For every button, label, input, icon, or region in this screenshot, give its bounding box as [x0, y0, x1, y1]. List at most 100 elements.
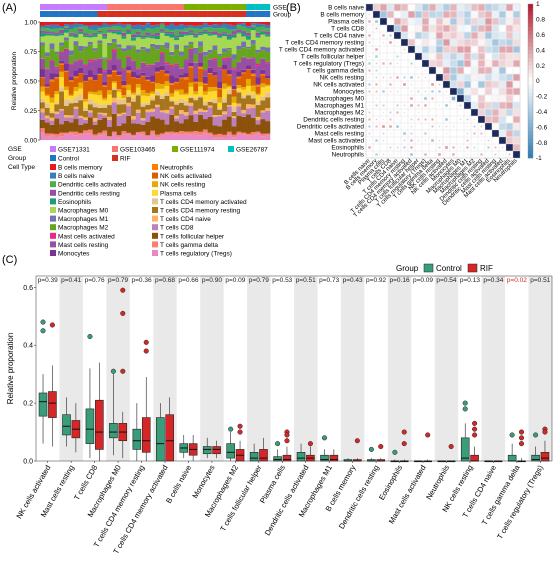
stack-segment-Mast cells activated: [159, 52, 165, 55]
stack-segment-B cells memory: [102, 22, 108, 24]
stack-segment-Eosinophils: [222, 33, 228, 37]
heatmap-cell-upper: [506, 95, 513, 102]
stack-segment-T cells gamma delta: [111, 131, 117, 134]
stack-segment-T cells regulatory (Tregs): [183, 133, 189, 140]
stack-segment-B cells naive: [183, 25, 189, 29]
p-value-Eosinophils: p=0.16: [390, 277, 410, 284]
stack-segment-Mast cells resting: [73, 61, 79, 71]
stack-segment-T cells CD4 memory resting: [107, 105, 113, 117]
heatmap-cell-upper: [450, 39, 457, 46]
stack-segment-T cells CD4 memory activated: [83, 107, 89, 111]
heatmap-cell-lower: [397, 140, 398, 141]
heatmap-cell-upper: [513, 18, 520, 25]
stack-segment-Monocytes: [231, 85, 237, 90]
stack-segment-Eosinophils: [83, 35, 89, 38]
stack-segment-T cells follicular helper: [265, 121, 271, 134]
heatmap-cell-upper: [443, 60, 450, 67]
stack-segment-B cells naive: [59, 26, 65, 29]
heatmap-cell-lower: [453, 140, 454, 141]
heatmap-cell-lower: [425, 84, 426, 85]
stack-segment-NK cells activated: [131, 77, 137, 93]
stack-segment-Neutrophils: [241, 72, 247, 74]
stack-segment-Monocytes: [59, 60, 65, 64]
stack-segment-NK cells resting: [250, 85, 256, 92]
stack-segment-Mast cells resting: [260, 58, 266, 70]
heatmap-cell-upper: [513, 81, 520, 88]
stack-segment-Macrophages M2: [40, 45, 46, 59]
stack-segment-Macrophages M1: [226, 47, 232, 50]
stack-segment-Plasma cells: [140, 95, 146, 104]
box-control-T cells gamma delta: [507, 432, 517, 462]
heatmap-cell-upper: [429, 11, 436, 18]
stack-segment-Dendritic cells activated: [174, 29, 180, 36]
stack-segment-T cells CD4 naive: [169, 106, 175, 109]
stack-segment-Macrophages M2: [155, 49, 161, 62]
stack-segment-Plasma cells: [246, 86, 252, 94]
stack-segment-B cells naive: [54, 24, 60, 29]
stack-segment-Macrophages M0: [178, 36, 184, 52]
heatmap-cell-upper: [492, 81, 499, 88]
track-cell-RIF: [150, 11, 156, 17]
stack-segment-Dendritic cells resting: [121, 32, 127, 37]
colorbar-tick-label: -0.6: [536, 124, 548, 131]
stripe: [340, 276, 365, 461]
stack-segment-Dendritic cells activated: [250, 25, 256, 27]
heatmap-cell-lower: [438, 139, 441, 142]
stack-segment-T cells regulatory (Tregs): [231, 137, 237, 140]
outlier-point: [307, 441, 313, 447]
stack-segment-Eosinophils: [217, 35, 223, 38]
plot-frame-c: [35, 275, 553, 462]
legend-swatch-Macrophages M2: [50, 224, 56, 231]
outlier-point: [509, 432, 515, 438]
x-tick-label-c: Dendritic cells activated: [263, 464, 311, 538]
legend-label-T cells follicular helper: T cells follicular helper: [160, 233, 225, 240]
stack-segment-Dendritic cells activated: [131, 29, 137, 35]
stack-segment-Macrophages M1: [87, 41, 93, 45]
stack-segment-Monocytes: [188, 62, 194, 67]
heatmap-cell-upper: [499, 130, 506, 137]
heatmap-row-label: T cells CD4 memory activated: [279, 46, 365, 53]
stack-segment-T cells CD8: [207, 107, 213, 118]
stack-segment-B cells memory: [250, 22, 256, 24]
stack-segment-T cells follicular helper: [121, 123, 127, 132]
heatmap-cell-lower: [368, 34, 371, 37]
heatmap-cell-lower: [368, 125, 371, 128]
heatmap-cell-lower: [368, 104, 371, 107]
heatmap-cell-lower: [502, 154, 503, 155]
stack-segment-Dendritic cells resting: [126, 29, 132, 32]
stack-segment-Eosinophils: [174, 37, 180, 41]
legend-row-group: Group: [8, 155, 26, 162]
stack-segment-T cells gamma delta: [222, 134, 228, 138]
stack-segment-T cells follicular helper: [87, 117, 93, 130]
stack-segment-NK cells activated: [159, 70, 165, 85]
stack-segment-T cells CD4 memory activated: [178, 98, 184, 103]
heatmap-cell-upper: [422, 4, 429, 11]
stack-segment-T cells CD4 memory resting: [241, 98, 247, 110]
box-control-NK cells activated: [38, 319, 48, 444]
stack-segment-Eosinophils: [188, 32, 194, 36]
stack-segment-Neutrophils: [126, 70, 132, 73]
stack-segment-Eosinophils: [54, 34, 60, 36]
stack-segment-Mast cells resting: [226, 58, 232, 70]
colorbar-step: [528, 92, 533, 97]
stack-segment-Macrophages M2: [246, 48, 252, 59]
stack-segment-Eosinophils: [231, 34, 237, 38]
box-rif-Mast cells activated: [423, 432, 432, 463]
stack-segment-NK cells resting: [111, 81, 117, 83]
stack-segment-B cells memory: [241, 22, 247, 24]
stack-segment-Macrophages M2: [241, 47, 247, 57]
stack-segment-NK cells activated: [260, 75, 266, 84]
track-cell-GSE103465: [107, 4, 113, 10]
stack-segment-T cells CD4 memory resting: [102, 107, 108, 113]
stack-segment-Eosinophils: [198, 33, 204, 36]
stack-segment-T cells gamma delta: [78, 132, 84, 135]
stack-segment-T cells CD4 memory activated: [212, 98, 218, 104]
stack-segment-Monocytes: [126, 66, 132, 71]
outlier-point: [110, 368, 116, 374]
stack-segment-Plasma cells: [193, 94, 199, 98]
heatmap-cell-upper: [513, 74, 520, 81]
stack-segment-Dendritic cells resting: [255, 32, 261, 36]
stack-segment-Plasma cells: [87, 93, 93, 100]
stack-segment-T cells regulatory (Tregs): [169, 134, 175, 140]
heatmap-cell-upper: [408, 32, 415, 39]
